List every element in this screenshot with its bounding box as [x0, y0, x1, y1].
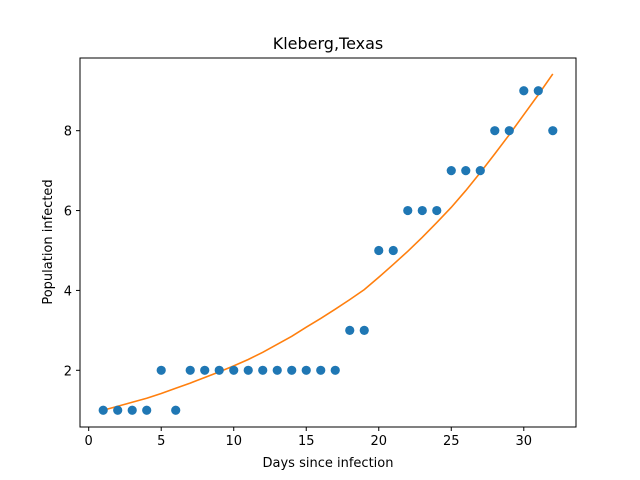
data-point [461, 166, 471, 176]
data-point [359, 325, 369, 335]
data-point [243, 365, 253, 375]
x-tick-label: 15 [298, 434, 315, 449]
x-axis-label: Days since infection [263, 456, 394, 471]
data-point [185, 365, 195, 375]
data-point [388, 245, 398, 256]
x-tick-label: 30 [516, 434, 533, 449]
data-point [258, 365, 268, 375]
data-point [113, 405, 123, 415]
x-tick-label: 20 [370, 434, 387, 449]
data-point [272, 365, 282, 375]
data-point [156, 365, 166, 375]
data-point [200, 365, 210, 375]
data-point [316, 365, 326, 375]
fit-curve-layer [102, 73, 554, 412]
data-point [548, 126, 558, 136]
data-point [417, 205, 427, 216]
data-point [403, 205, 413, 216]
data-point [446, 166, 456, 176]
y-axis-label: Population infected [41, 179, 56, 304]
x-axis-ticks: 0 5 10 15 20 25 30 [85, 427, 533, 449]
data-point [432, 205, 442, 216]
data-point [98, 405, 108, 415]
points-layer [98, 86, 558, 415]
data-point [519, 86, 529, 96]
y-axis-ticks: 2 4 6 8 [64, 125, 80, 379]
data-point [287, 365, 297, 375]
data-point [504, 126, 514, 136]
data-point [533, 86, 543, 96]
y-tick-label: 4 [64, 284, 72, 299]
chart-title: Kleberg,Texas [273, 34, 384, 53]
data-point [301, 365, 311, 375]
y-tick-label: 8 [64, 125, 72, 140]
x-tick-label: 25 [443, 434, 460, 449]
data-point [345, 325, 355, 335]
data-point [374, 245, 384, 256]
x-tick-label: 10 [225, 434, 242, 449]
data-point [171, 405, 181, 415]
y-tick-label: 6 [64, 205, 72, 220]
data-point [142, 405, 152, 415]
y-tick-label: 2 [64, 364, 72, 379]
data-point [475, 166, 485, 176]
data-point [490, 126, 500, 136]
data-point [229, 365, 239, 375]
data-point [127, 405, 137, 415]
x-tick-label: 0 [85, 434, 93, 449]
x-tick-label: 5 [157, 434, 165, 449]
data-point [330, 365, 340, 375]
data-point [214, 365, 224, 375]
fit-curve [102, 73, 554, 412]
plot-area [79, 57, 577, 428]
